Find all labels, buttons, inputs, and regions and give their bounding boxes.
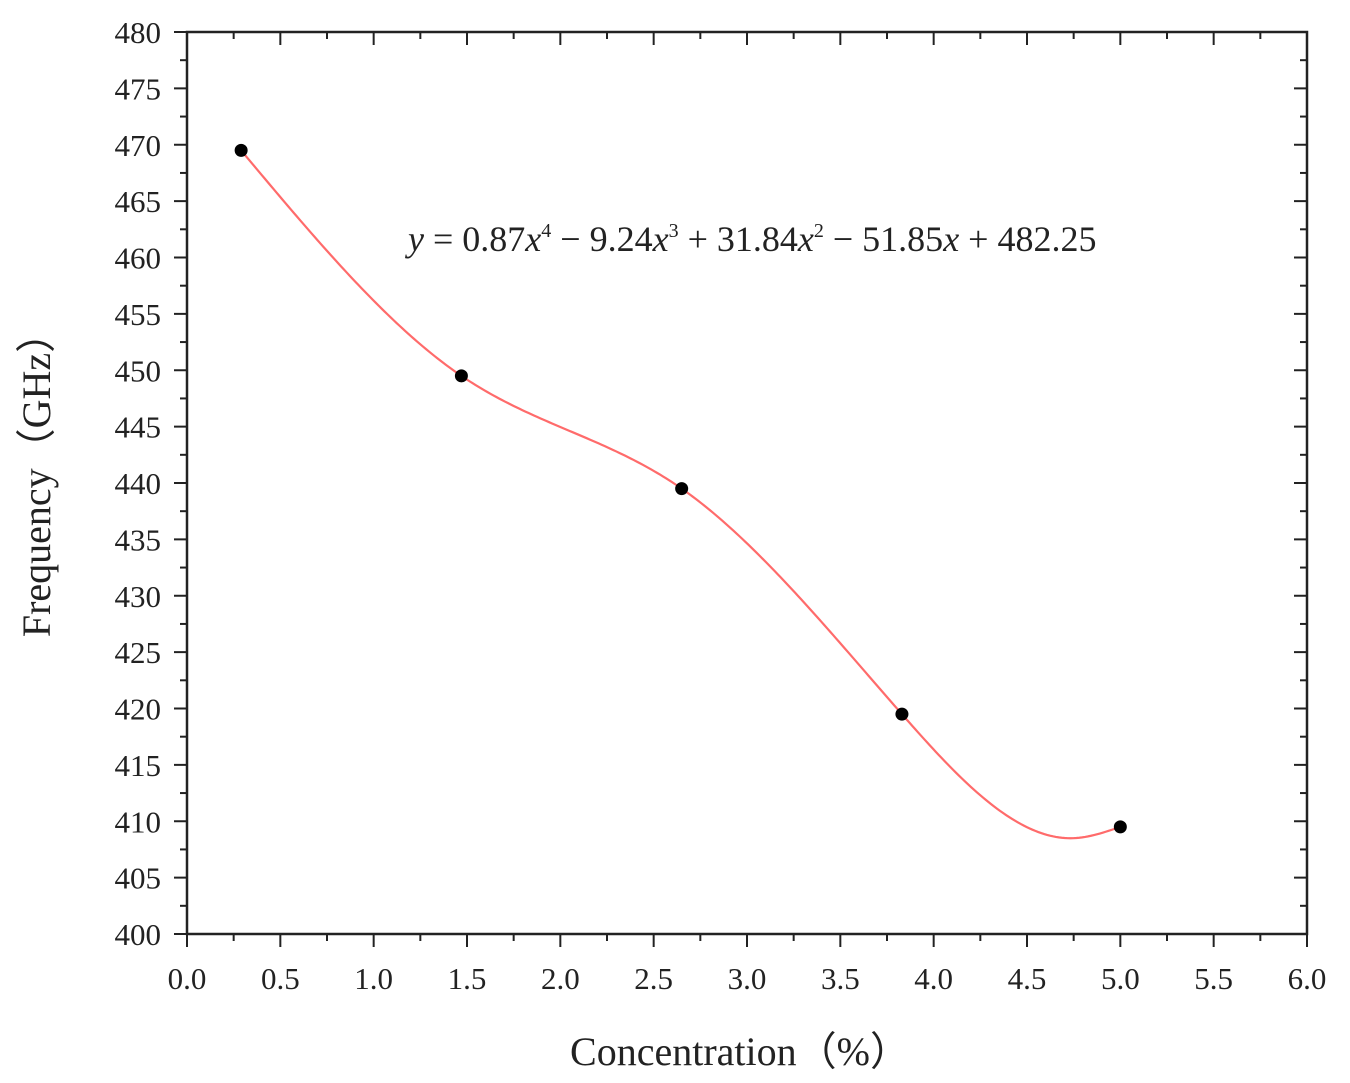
y-tick-label: 400 — [115, 917, 162, 952]
y-tick-label: 435 — [115, 522, 162, 557]
y-axis-title: Frequency（GHz） — [14, 313, 59, 637]
x-tick-label: 1.0 — [354, 961, 393, 996]
x-tick-label: 3.5 — [821, 961, 860, 996]
data-point — [234, 143, 248, 157]
y-tick-label: 420 — [115, 692, 162, 727]
y-tick-label: 475 — [115, 71, 162, 106]
x-tick-label: 4.0 — [914, 961, 953, 996]
y-tick-label: 455 — [115, 297, 162, 332]
y-tick-label: 410 — [115, 804, 162, 839]
data-point — [895, 707, 909, 721]
x-tick-label: 6.0 — [1288, 961, 1327, 996]
x-tick-label: 3.0 — [728, 961, 767, 996]
y-tick-label: 405 — [115, 861, 162, 896]
ticks — [174, 31, 1308, 947]
x-tick-label: 1.5 — [448, 961, 487, 996]
y-tick-label: 425 — [115, 635, 162, 670]
y-tick-label: 470 — [115, 128, 162, 163]
y-tick-label: 460 — [115, 241, 162, 276]
x-tick-label: 5.0 — [1101, 961, 1140, 996]
x-axis-title: Concentration（%） — [570, 1029, 910, 1074]
y-tick-label: 415 — [115, 748, 162, 783]
data-point — [1113, 820, 1127, 834]
y-tick-label: 450 — [115, 353, 162, 388]
y-tick-label: 480 — [115, 15, 162, 50]
x-tick-label: 0.0 — [168, 961, 207, 996]
tick-labels: 0.0 0.5 1.0 1.5 2.0 2.5 3.0 3.5 4.0 4.5 5.0 5.5 6.0 4… — [115, 15, 1327, 996]
x-tick-label: 2.0 — [541, 961, 580, 996]
plot-frame — [185, 30, 1309, 936]
fit-equation: y = 0.87x4 − 9.24x3 + 31.84x2 − 51.85x +… — [405, 219, 1096, 259]
y-tick-label: 440 — [115, 466, 162, 501]
data-points — [234, 143, 1127, 834]
y-tick-label: 445 — [115, 410, 162, 445]
data-point — [675, 482, 689, 496]
x-tick-label: 0.5 — [261, 961, 300, 996]
y-tick-label: 430 — [115, 579, 162, 614]
x-tick-label: 5.5 — [1194, 961, 1233, 996]
data-point — [454, 369, 468, 383]
y-tick-label: 465 — [115, 184, 162, 219]
x-tick-label: 4.5 — [1008, 961, 1047, 996]
x-tick-label: 2.5 — [634, 961, 673, 996]
